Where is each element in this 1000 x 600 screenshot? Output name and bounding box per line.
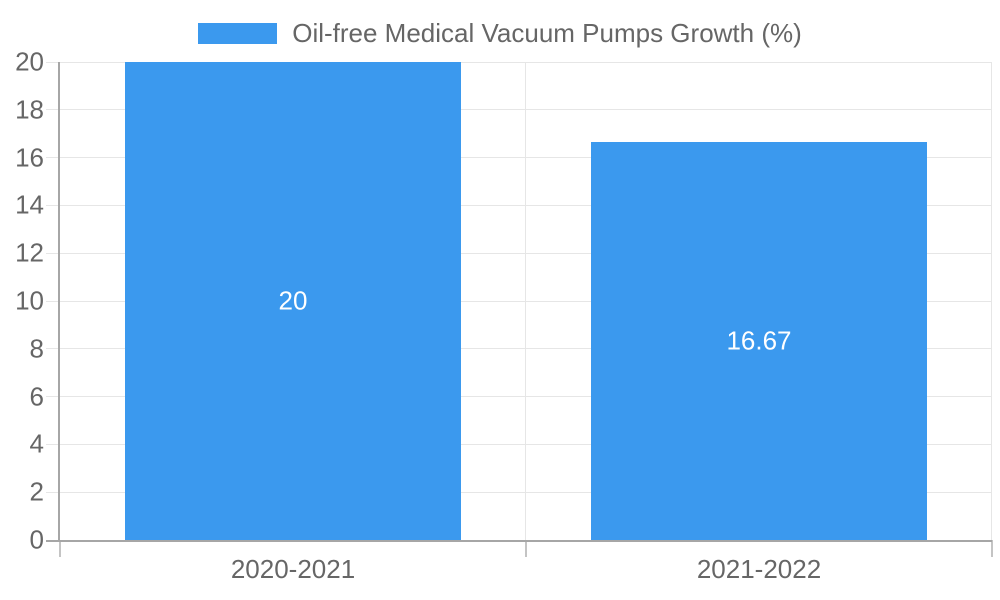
y-tick-label-6: 6 <box>29 381 44 412</box>
y-tick-label-10: 10 <box>15 285 44 316</box>
gridline-y-12 <box>46 252 992 254</box>
gridline-y-10 <box>46 300 992 302</box>
y-tick-label-0: 0 <box>29 524 44 555</box>
bar-2020-2021 <box>124 62 462 540</box>
x-tick-2 <box>991 540 993 557</box>
gridline-y-14 <box>46 204 992 206</box>
x-tick-label-2020-2021: 2020-2021 <box>230 554 356 584</box>
gridline-y-18 <box>46 109 992 111</box>
y-tick-label-20: 20 <box>15 46 44 77</box>
gridline-y-2 <box>46 491 992 493</box>
gridline-y-20 <box>46 61 992 63</box>
gridline-x-1 <box>525 62 526 540</box>
y-tick-label-2: 2 <box>29 476 44 507</box>
x-tick-1 <box>525 540 527 557</box>
gridline-y-4 <box>46 443 992 445</box>
y-tick-label-12: 12 <box>15 237 44 268</box>
gridline-y-6 <box>46 396 992 398</box>
gridline-x-2 <box>991 62 992 540</box>
bar-value-label-2020-2021: 20 <box>278 285 308 316</box>
y-tick-label-8: 8 <box>29 333 44 364</box>
gridline-y-16 <box>46 157 992 159</box>
y-tick-label-14: 14 <box>15 189 44 220</box>
x-axis-line <box>46 540 992 542</box>
bar-value-label-2021-2022: 16.67 <box>726 325 792 356</box>
gridline-y-8 <box>46 348 992 350</box>
y-tick-label-16: 16 <box>15 142 44 173</box>
bar-2021-2022 <box>590 141 928 540</box>
x-tick-0 <box>59 540 61 557</box>
x-tick-label-2021-2022: 2021-2022 <box>696 554 822 584</box>
y-tick-label-18: 18 <box>15 94 44 125</box>
y-axis-line <box>58 62 60 540</box>
legend-label: Oil-free Medical Vacuum Pumps Growth (%) <box>292 18 802 48</box>
legend-swatch <box>198 22 278 44</box>
legend-item[interactable]: Oil-free Medical Vacuum Pumps Growth (%) <box>0 20 1000 46</box>
y-tick-label-4: 4 <box>29 428 44 459</box>
